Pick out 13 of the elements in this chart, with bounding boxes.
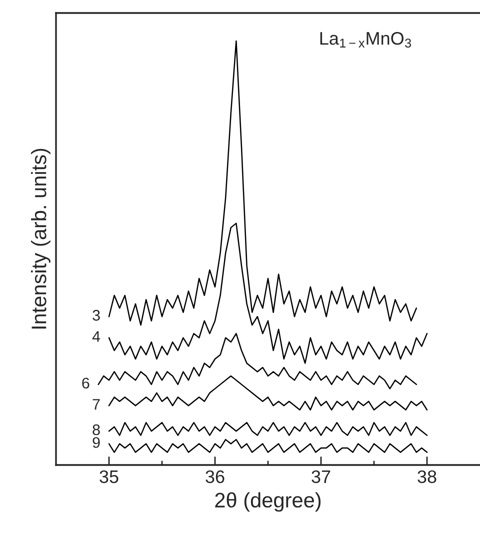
series-label: 6: [82, 378, 90, 389]
x-tick-label: 35: [100, 470, 118, 484]
series-label: 3: [92, 310, 100, 321]
y-axis-title: Intensity (arb. units): [31, 148, 50, 329]
series-label: 9: [92, 437, 100, 448]
series-label: 7: [92, 399, 100, 410]
x-tick-label: 36: [206, 470, 224, 484]
annotation: La$_{1−x}$MnO$_{3}$: [320, 32, 412, 48]
x-axis-title: 2θ (degree): [215, 492, 321, 512]
series-label: 8: [92, 424, 100, 436]
series-label: 4: [92, 331, 100, 342]
x-tick-label: 38: [418, 470, 436, 484]
x-tick-label: 37: [312, 470, 330, 484]
